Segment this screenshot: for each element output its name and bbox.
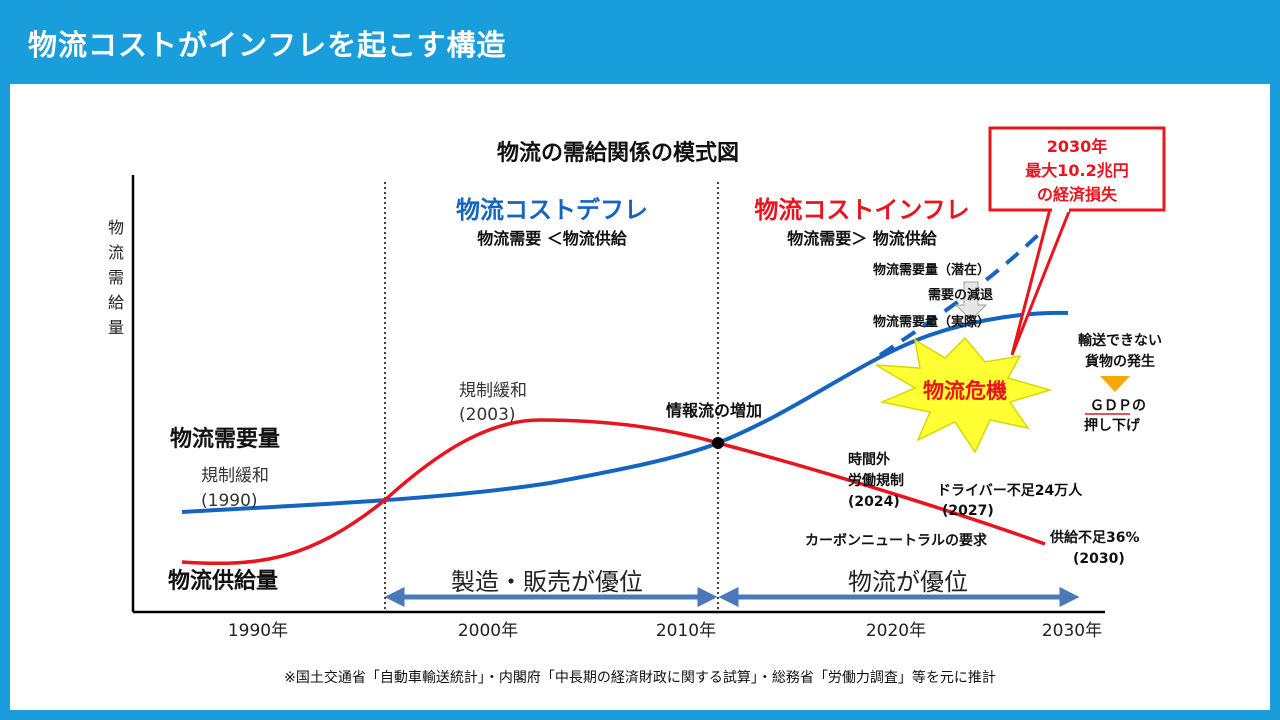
actual-demand-label: 物流需要量（実際） xyxy=(873,314,990,330)
supply-label: 物流供給量 xyxy=(168,568,278,594)
era-label-left: 製造・販売が優位 xyxy=(451,568,643,596)
economic-loss-callout xyxy=(988,126,1166,212)
overtime-label-1: 時間外 xyxy=(848,451,890,468)
gdp-down-arrow-icon xyxy=(1100,376,1130,392)
x-tick-2000: 2000年 xyxy=(458,621,518,641)
crisis-starburst xyxy=(875,336,1053,454)
demand-decline-arrow xyxy=(954,281,988,321)
overtime-label-2: 労働規制 xyxy=(848,472,904,489)
supply-curve xyxy=(181,418,1046,566)
y-axis-label-5: 量 xyxy=(108,318,124,337)
overtime-year: (2024) xyxy=(848,494,900,510)
carbon-neutral-label: カーボンニュートラルの要求 xyxy=(805,532,988,549)
inflation-title: 物流コストインフレ xyxy=(754,196,969,224)
supply-shortage-year: (2030) xyxy=(1073,551,1125,567)
gdp-label-2: 押し下げ xyxy=(1084,417,1141,434)
intersection-point xyxy=(712,437,724,449)
title-bar: 物流コストがインフレを起こす構造 xyxy=(0,0,506,84)
y-axis-label-1: 物 xyxy=(108,218,124,237)
diagram-title: 物流の需給関係の模式図 xyxy=(497,140,739,166)
dereg-2003-label: 規制緩和 xyxy=(459,381,527,401)
gdp-label-1: ＧＤＰの xyxy=(1090,398,1146,414)
demand-decline-label: 需要の減退 xyxy=(928,287,993,303)
y-axis-label-3: 需 xyxy=(108,268,124,287)
driver-shortage-label: ドライバー不足24万人 xyxy=(937,482,1083,499)
crisis-label: 物流危機 xyxy=(923,379,1007,403)
potential-demand-label: 物流需要量（潜在） xyxy=(873,262,990,278)
demand-curve xyxy=(181,310,1069,514)
driver-shortage-year: (2027) xyxy=(942,503,994,519)
x-tick-1990: 1990年 xyxy=(228,621,288,641)
dereg-2003-year: (2003) xyxy=(459,405,516,425)
callout-loss: の経済損失 xyxy=(1037,185,1118,204)
x-tick-2030: 2030年 xyxy=(1042,621,1102,641)
x-tick-2020: 2020年 xyxy=(866,621,926,641)
era-label-right: 物流が優位 xyxy=(848,568,968,596)
dereg-1990-label: 規制緩和 xyxy=(201,466,269,486)
undeliverable-label-2: 貨物の発生 xyxy=(1084,353,1155,370)
source-note: ※国土交通省「自動車輸送統計」・内閣府「中長期の経済財政に関する試算」・総務省「… xyxy=(284,669,996,686)
callout-year: 2030年 xyxy=(1047,137,1108,156)
callout-pointer xyxy=(1010,207,1073,356)
undeliverable-label-1: 輸送できない xyxy=(1078,332,1162,349)
y-axis-label-2: 流 xyxy=(108,243,124,262)
callout-pointer-mask xyxy=(1052,206,1069,212)
dereg-1990-year: (1990) xyxy=(201,491,258,511)
deflation-title: 物流コストデフレ xyxy=(456,196,648,224)
callout-amount: 最大10.2兆円 xyxy=(1025,161,1128,180)
page-title: 物流コストがインフレを起こす構造 xyxy=(28,28,507,62)
x-tick-2010: 2010年 xyxy=(656,621,716,641)
supply-shortage-label: 供給不足36% xyxy=(1049,529,1140,546)
y-axis-label-4: 給 xyxy=(108,293,124,312)
inflation-sub: 物流需要＞ 物流供給 xyxy=(787,229,938,248)
demand-label: 物流需要量 xyxy=(170,426,280,452)
deflation-sub: 物流需要 ＜物流供給 xyxy=(477,229,628,248)
info-flow-label: 情報流の増加 xyxy=(666,401,762,420)
